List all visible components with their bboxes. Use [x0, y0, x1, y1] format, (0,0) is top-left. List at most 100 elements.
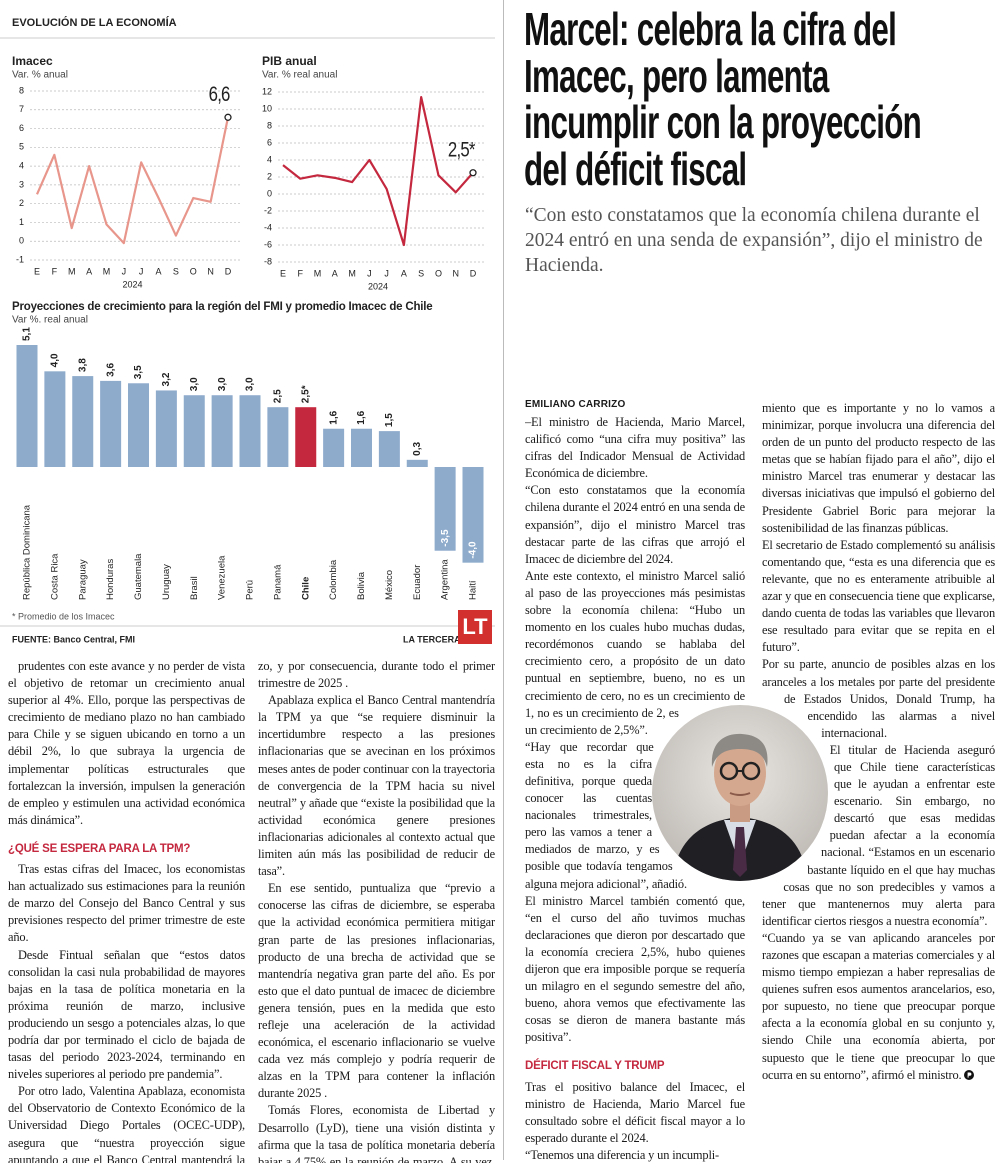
y-tick-label: 4 — [267, 154, 272, 164]
chart-subtitle: Var. % real anual — [262, 70, 337, 81]
data-label: 2,5* — [300, 385, 311, 403]
y-tick-label: -4 — [264, 222, 272, 232]
paragraph: Tras el positivo balance del Imacec, el … — [525, 1079, 745, 1145]
paragraph: zo, y por consecuencia, durante todo el … — [258, 659, 495, 691]
photo — [652, 705, 828, 881]
bar — [462, 467, 484, 563]
y-tick-label: -1 — [16, 254, 24, 264]
deck: “Con esto constatamos que la economía ch… — [525, 205, 983, 276]
category-label: Bolivia — [356, 571, 367, 600]
x-tick-label: O — [435, 268, 442, 278]
subhead: ¿QUÉ SE ESPERA PARA LA TPM? — [8, 842, 191, 855]
data-label: 4,0 — [50, 353, 61, 367]
y-tick-label: 7 — [19, 104, 24, 114]
x-tick-label: O — [190, 266, 197, 276]
x-tick-label: J — [367, 268, 372, 278]
data-label: 3,2 — [161, 372, 172, 386]
bar — [183, 395, 205, 467]
paragraph: Desde Fintual señalan que “estos datos c… — [8, 947, 245, 1082]
data-label: 1,6 — [356, 410, 367, 424]
category-label: Ecuador — [412, 565, 423, 600]
article-column: –El ministro de Hacienda, Mario Marcel, … — [525, 414, 745, 1164]
paragraph: prudentes con este avance y no perder de… — [8, 659, 245, 827]
bar — [128, 383, 149, 467]
category-label: Brasil — [189, 576, 200, 600]
headline-line: del déficit fiscal — [524, 142, 747, 192]
x-axis-label: 2024 — [368, 281, 388, 291]
data-label: 3,0 — [217, 377, 228, 391]
paragraph: El secretario de Estado complementó su a… — [762, 537, 995, 655]
x-tick-label: S — [418, 268, 424, 278]
y-tick-label: 0 — [267, 188, 272, 198]
x-tick-label: D — [225, 266, 232, 276]
x-tick-label: J — [139, 266, 144, 276]
chart-subtitle: Var. % anual — [12, 70, 68, 81]
category-label: Honduras — [105, 559, 116, 600]
category-label: Costa Rica — [49, 553, 60, 600]
x-tick-label: F — [52, 266, 58, 276]
data-label: 3,5 — [133, 365, 144, 379]
y-tick-label: 2 — [267, 171, 272, 181]
data-label: 3,0 — [245, 377, 256, 391]
x-tick-label: A — [156, 266, 162, 276]
x-tick-label: E — [34, 266, 40, 276]
category-label: Chile — [300, 577, 311, 600]
headline-line: Imacec, pero lamenta — [524, 49, 829, 102]
headline: Marcel: celebra la cifra del Imacec, pero… — [524, 6, 994, 192]
y-tick-label: 12 — [262, 86, 272, 96]
paragraph: –El ministro de Hacienda, Mario Marcel, … — [525, 415, 745, 481]
paragraph: “Con esto constatamos que la economía ch… — [525, 483, 745, 566]
paragraph: En ese sentido, puntualiza que “previo a… — [258, 881, 495, 1101]
bar — [378, 431, 400, 467]
category-label: Paraguay — [77, 559, 88, 600]
section-title: EVOLUCIÓN DE LA ECONOMÍA — [12, 16, 177, 29]
x-tick-label: E — [280, 268, 286, 278]
paragraph: El ministro Marcel también comentó que, … — [525, 893, 745, 1045]
x-tick-label: J — [122, 266, 127, 276]
x-tick-label: M — [314, 268, 322, 278]
headline-line: Marcel: celebra la cifra del — [524, 6, 897, 55]
paragraph: El titular de Hacienda aseguró que Chile… — [762, 742, 995, 928]
y-tick-label: 6 — [267, 137, 272, 147]
y-tick-label: 8 — [267, 120, 272, 130]
headline-line: incumplir con la proyección — [524, 96, 922, 148]
paragraph: Apablaza explica el Banco Central manten… — [258, 693, 495, 879]
x-tick-label: S — [173, 266, 179, 276]
y-tick-label: 8 — [19, 85, 24, 95]
bar — [16, 345, 38, 467]
data-label: -3,5 — [440, 529, 451, 547]
bar — [211, 395, 233, 467]
x-tick-label: N — [207, 266, 214, 276]
bar — [406, 459, 428, 467]
bar — [100, 380, 122, 467]
x-tick-label: J — [384, 268, 389, 278]
point — [224, 113, 232, 121]
chart-footnote: * Promedio de los Imacec — [12, 611, 115, 621]
category-label: Argentina — [440, 559, 451, 600]
x-tick-label: F — [298, 268, 304, 278]
data-label: 3,6 — [105, 363, 116, 377]
chart-subtitle: Var %. real anual — [12, 315, 88, 326]
paragraph: Por su parte, anuncio de posibles alzas … — [762, 657, 995, 740]
category-label: Panamá — [272, 564, 283, 600]
article-column: miento que es importante y no lo vamos a… — [762, 400, 995, 1164]
category-label: Colombia — [328, 559, 339, 600]
y-tick-label: 6 — [19, 123, 24, 133]
paragraph: Por otro lado, Valentina Apablaza, econo… — [8, 1084, 245, 1163]
x-tick-label: N — [452, 268, 459, 278]
subhead: DÉFICIT FISCAL Y TRUMP — [525, 1060, 665, 1073]
paragraph: “Hay que recordar que esta no es la cifr… — [525, 739, 687, 891]
paragraph: miento que es importante y no lo vamos a… — [762, 401, 995, 535]
y-tick-label: 4 — [19, 160, 24, 170]
data-label: 1,5 — [384, 413, 395, 427]
logo: LT — [462, 614, 488, 639]
paragraph: “Cuando ya se van aplicando aranceles po… — [762, 930, 995, 1082]
data-label: -4,0 — [468, 541, 479, 559]
bar — [434, 467, 456, 551]
x-tick-label: M — [103, 266, 111, 276]
x-tick-label: M — [348, 268, 356, 278]
x-tick-label: A — [401, 268, 407, 278]
chart-title: PIB anual — [262, 54, 317, 68]
category-label: México — [384, 570, 395, 600]
